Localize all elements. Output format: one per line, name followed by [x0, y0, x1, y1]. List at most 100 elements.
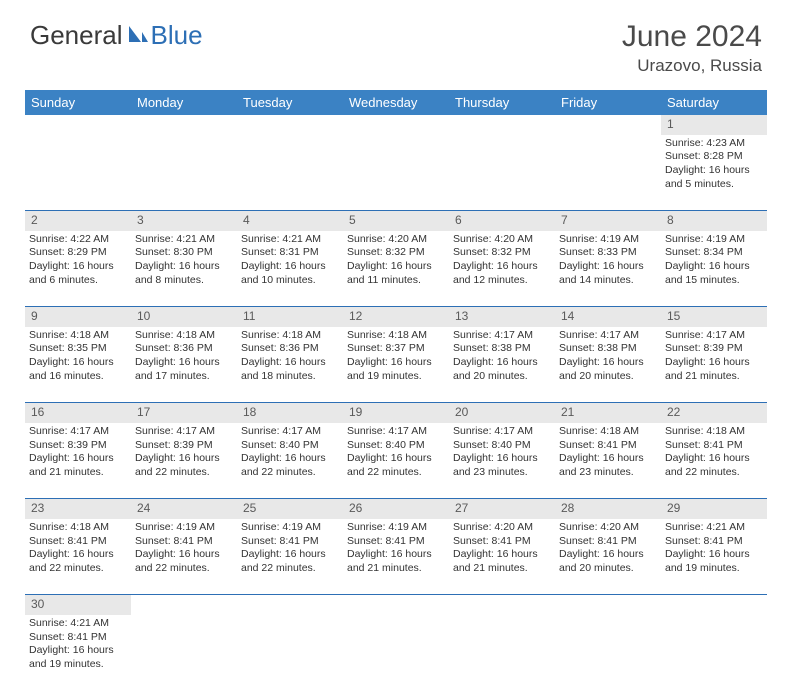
daylight-text: and 14 minutes.: [559, 274, 657, 288]
sunset-text: Sunset: 8:36 PM: [135, 342, 233, 356]
sunrise-text: Sunrise: 4:18 AM: [29, 521, 127, 535]
daylight-text: and 16 minutes.: [29, 370, 127, 384]
day-number: 9: [25, 307, 131, 327]
daylight-text: and 17 minutes.: [135, 370, 233, 384]
sunset-text: Sunset: 8:41 PM: [29, 535, 127, 549]
day-number: 2: [25, 211, 131, 231]
logo-text-blue: Blue: [151, 20, 203, 51]
sunrise-text: Sunrise: 4:17 AM: [135, 425, 233, 439]
day-cell: Sunrise: 4:20 AMSunset: 8:32 PMDaylight:…: [343, 231, 449, 307]
sunrise-text: Sunrise: 4:18 AM: [29, 329, 127, 343]
sunset-text: Sunset: 8:38 PM: [559, 342, 657, 356]
daylight-text: and 22 minutes.: [665, 466, 763, 480]
logo-sail-icon: [127, 24, 149, 44]
daynum-row: 1: [25, 115, 767, 135]
week-row: Sunrise: 4:17 AMSunset: 8:39 PMDaylight:…: [25, 423, 767, 499]
daynum-row: 16171819202122: [25, 403, 767, 423]
sunset-text: Sunset: 8:41 PM: [135, 535, 233, 549]
sunset-text: Sunset: 8:32 PM: [347, 246, 445, 260]
sunset-text: Sunset: 8:41 PM: [453, 535, 551, 549]
day-cell: [237, 135, 343, 211]
day-number: 26: [343, 499, 449, 519]
daylight-text: Daylight: 16 hours: [453, 260, 551, 274]
daylight-text: Daylight: 16 hours: [665, 452, 763, 466]
daynum-row: 23242526272829: [25, 499, 767, 519]
day-number: 23: [25, 499, 131, 519]
sunset-text: Sunset: 8:30 PM: [135, 246, 233, 260]
day-number: [25, 115, 131, 135]
day-number: 4: [237, 211, 343, 231]
daylight-text: and 6 minutes.: [29, 274, 127, 288]
sunset-text: Sunset: 8:39 PM: [665, 342, 763, 356]
day-number: 14: [555, 307, 661, 327]
sunrise-text: Sunrise: 4:17 AM: [347, 425, 445, 439]
sunrise-text: Sunrise: 4:17 AM: [29, 425, 127, 439]
sunrise-text: Sunrise: 4:23 AM: [665, 137, 763, 151]
sunrise-text: Sunrise: 4:17 AM: [453, 329, 551, 343]
sunrise-text: Sunrise: 4:19 AM: [665, 233, 763, 247]
sunrise-text: Sunrise: 4:20 AM: [347, 233, 445, 247]
day-number: [343, 595, 449, 615]
day-cell: [555, 135, 661, 211]
day-cell: Sunrise: 4:20 AMSunset: 8:32 PMDaylight:…: [449, 231, 555, 307]
sunset-text: Sunset: 8:33 PM: [559, 246, 657, 260]
daylight-text: and 5 minutes.: [665, 178, 763, 192]
day-number: 13: [449, 307, 555, 327]
daylight-text: and 15 minutes.: [665, 274, 763, 288]
day-cell: Sunrise: 4:21 AMSunset: 8:31 PMDaylight:…: [237, 231, 343, 307]
day-number: [661, 595, 767, 615]
sunrise-text: Sunrise: 4:21 AM: [29, 617, 127, 631]
daylight-text: Daylight: 16 hours: [453, 452, 551, 466]
daylight-text: Daylight: 16 hours: [559, 452, 657, 466]
daylight-text: and 20 minutes.: [559, 562, 657, 576]
daylight-text: and 23 minutes.: [559, 466, 657, 480]
day-number: 17: [131, 403, 237, 423]
sunrise-text: Sunrise: 4:18 AM: [135, 329, 233, 343]
day-cell: Sunrise: 4:20 AMSunset: 8:41 PMDaylight:…: [449, 519, 555, 595]
sunset-text: Sunset: 8:40 PM: [241, 439, 339, 453]
daylight-text: Daylight: 16 hours: [453, 356, 551, 370]
day-number: 1: [661, 115, 767, 135]
day-cell: Sunrise: 4:17 AMSunset: 8:40 PMDaylight:…: [343, 423, 449, 499]
day-cell: Sunrise: 4:19 AMSunset: 8:41 PMDaylight:…: [237, 519, 343, 595]
daylight-text: and 22 minutes.: [241, 562, 339, 576]
month-title: June 2024: [622, 20, 762, 54]
daylight-text: Daylight: 16 hours: [29, 452, 127, 466]
sunset-text: Sunset: 8:40 PM: [347, 439, 445, 453]
sunset-text: Sunset: 8:38 PM: [453, 342, 551, 356]
daylight-text: and 22 minutes.: [135, 466, 233, 480]
day-cell: Sunrise: 4:20 AMSunset: 8:41 PMDaylight:…: [555, 519, 661, 595]
day-cell: Sunrise: 4:18 AMSunset: 8:35 PMDaylight:…: [25, 327, 131, 403]
daylight-text: Daylight: 16 hours: [453, 548, 551, 562]
daylight-text: and 21 minutes.: [665, 370, 763, 384]
day-cell: Sunrise: 4:18 AMSunset: 8:41 PMDaylight:…: [555, 423, 661, 499]
weekday-header: Friday: [555, 90, 661, 115]
daylight-text: and 20 minutes.: [559, 370, 657, 384]
day-number: 16: [25, 403, 131, 423]
sunrise-text: Sunrise: 4:17 AM: [241, 425, 339, 439]
day-number: 20: [449, 403, 555, 423]
day-number: [555, 115, 661, 135]
week-row: Sunrise: 4:21 AMSunset: 8:41 PMDaylight:…: [25, 615, 767, 691]
daylight-text: Daylight: 16 hours: [559, 548, 657, 562]
day-cell: Sunrise: 4:17 AMSunset: 8:39 PMDaylight:…: [131, 423, 237, 499]
location: Urazovo, Russia: [622, 56, 762, 76]
day-cell: [237, 615, 343, 691]
day-number: 15: [661, 307, 767, 327]
weekday-header: Sunday: [25, 90, 131, 115]
sunrise-text: Sunrise: 4:17 AM: [665, 329, 763, 343]
daylight-text: and 22 minutes.: [347, 466, 445, 480]
day-cell: Sunrise: 4:17 AMSunset: 8:38 PMDaylight:…: [555, 327, 661, 403]
daylight-text: Daylight: 16 hours: [347, 356, 445, 370]
day-cell: [131, 135, 237, 211]
week-row: Sunrise: 4:18 AMSunset: 8:41 PMDaylight:…: [25, 519, 767, 595]
daylight-text: and 12 minutes.: [453, 274, 551, 288]
sunrise-text: Sunrise: 4:22 AM: [29, 233, 127, 247]
daynum-row: 9101112131415: [25, 307, 767, 327]
day-cell: Sunrise: 4:21 AMSunset: 8:41 PMDaylight:…: [661, 519, 767, 595]
day-cell: Sunrise: 4:18 AMSunset: 8:36 PMDaylight:…: [237, 327, 343, 403]
weekday-header: Tuesday: [237, 90, 343, 115]
day-cell: Sunrise: 4:19 AMSunset: 8:33 PMDaylight:…: [555, 231, 661, 307]
weekday-header-row: Sunday Monday Tuesday Wednesday Thursday…: [25, 90, 767, 115]
daylight-text: Daylight: 16 hours: [135, 260, 233, 274]
